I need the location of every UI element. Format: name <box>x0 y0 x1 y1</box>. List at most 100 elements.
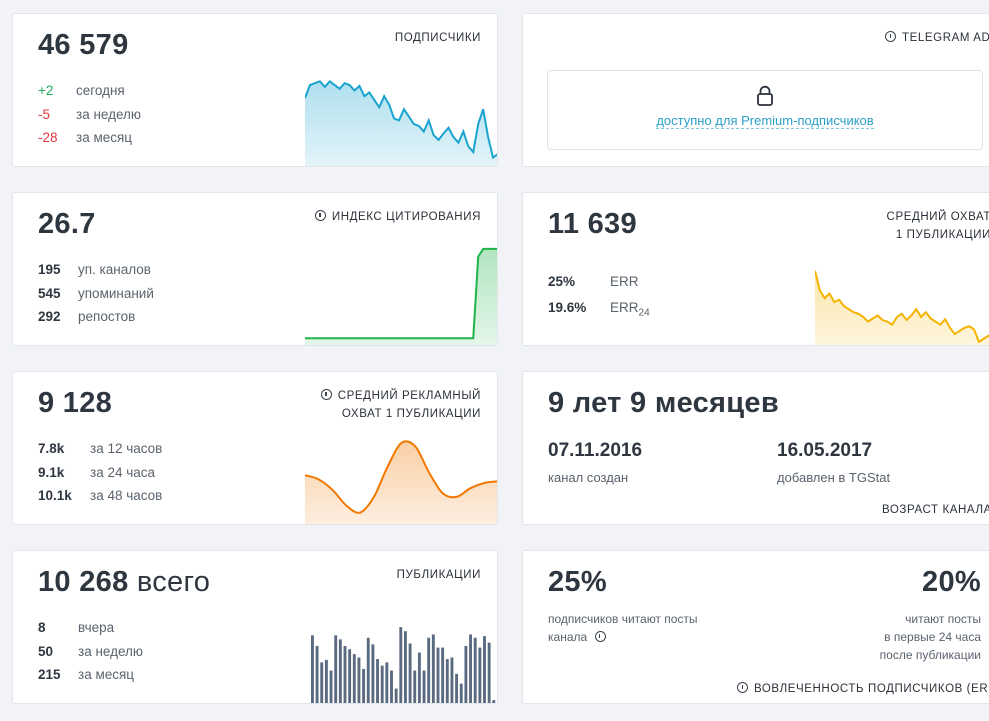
stat-row: 9.1k за 24 часа <box>38 465 155 480</box>
stat-row: 292 репостов <box>38 309 135 324</box>
err-value: 25% <box>548 274 576 289</box>
average-reach-sparkline <box>815 270 989 345</box>
posts-bar <box>371 644 375 703</box>
posts-title: ПУБЛИКАЦИИ <box>396 569 481 581</box>
posts-bar <box>483 636 486 703</box>
posts-total: 10 268 всего <box>38 566 211 598</box>
stat-value: +2 <box>38 83 54 98</box>
stat-label: за месяц <box>78 667 135 682</box>
posts-card[interactable]: 10 268 всего ПУБЛИКАЦИИ 8 вчера 50 за не… <box>12 550 498 704</box>
posts-bar <box>459 683 463 703</box>
posts-bar <box>413 670 417 703</box>
ad-reach-sparkline <box>305 440 497 524</box>
posts-bar <box>473 637 477 703</box>
info-icon[interactable] <box>594 631 606 642</box>
posts-bar <box>464 645 468 703</box>
posts-bar <box>352 654 356 703</box>
posts-bar <box>417 652 421 703</box>
err-row: 25% ERR <box>548 274 639 289</box>
stat-row: -5 за неделю <box>38 107 141 122</box>
created-date: 07.11.2016 <box>548 440 643 461</box>
info-icon[interactable] <box>314 210 326 221</box>
posts-bar <box>338 639 342 703</box>
posts-bar <box>408 643 412 703</box>
stat-label: за 48 часов <box>90 488 163 503</box>
engagement-right-value: 20% <box>922 566 981 598</box>
stat-value: 8 <box>38 620 46 635</box>
posts-bar <box>343 645 347 703</box>
stat-value: 9.1k <box>38 465 65 480</box>
posts-bar <box>455 673 459 703</box>
stat-row: -28 за месяц <box>38 130 132 145</box>
err24-row: 19.6% ERR24 <box>548 300 650 319</box>
stat-value: 50 <box>38 644 54 659</box>
subscribers-card[interactable]: 46 579 ПОДПИСЧИКИ +2 сегодня -5 за недел… <box>12 13 498 167</box>
engagement-title: ВОВЛЕЧЕННОСТЬ ПОДПИСЧИКОВ (ERR) <box>737 680 989 698</box>
sparkline-area <box>305 441 497 524</box>
premium-link[interactable]: доступно для Premium-подписчиков <box>656 113 874 129</box>
stat-row: 50 за неделю <box>38 644 143 659</box>
average-reach-card[interactable]: 11 639 СРЕДНИЙ ОХВАТ 1 ПУБЛИКАЦИИ 25% ERR… <box>522 192 989 346</box>
err24-value: 19.6% <box>548 300 587 315</box>
added-date: 16.05.2017 <box>777 440 873 461</box>
channel-age-card: 9 лет 9 месяцев 07.11.2016 канал создан … <box>522 371 989 525</box>
posts-bar <box>450 657 454 703</box>
channel-age-title: ВОЗРАСТ КАНАЛА <box>882 504 989 516</box>
engagement-left-value: 25% <box>548 566 607 598</box>
engagement-right-text: читают посты в первые 24 часа после публ… <box>879 612 981 662</box>
stat-value: 545 <box>38 286 61 301</box>
posts-bar <box>315 645 319 703</box>
sparkline-area <box>815 270 989 345</box>
posts-bar <box>320 662 324 703</box>
posts-bar <box>334 635 338 703</box>
info-icon[interactable] <box>737 682 748 693</box>
posts-bar <box>376 659 379 703</box>
subscribers-sparkline <box>305 79 497 166</box>
stat-label: за месяц <box>76 130 133 145</box>
engagement-card: 25% подписчиков читают посты канала 20% … <box>522 550 989 704</box>
stat-value: 292 <box>38 309 61 324</box>
stat-label: за неделю <box>76 107 142 122</box>
stat-label: уп. каналов <box>78 262 151 277</box>
sparkline-line <box>815 270 989 344</box>
lock-icon <box>757 85 773 106</box>
posts-bar <box>385 662 389 703</box>
sparkline-line <box>305 440 497 514</box>
stat-value: -28 <box>38 130 58 145</box>
sparkline-area <box>305 81 497 166</box>
posts-bar <box>422 670 426 703</box>
ad-reach-value: 9 128 <box>38 387 113 419</box>
ad-reach-card[interactable]: 9 128 СРЕДНИЙ РЕКЛАМНЫЙ ОХВАТ 1 ПУБЛИКАЦ… <box>12 371 498 525</box>
info-icon[interactable] <box>885 31 896 42</box>
posts-bar <box>380 665 384 703</box>
posts-bar <box>390 670 393 703</box>
posts-bar <box>329 670 333 703</box>
posts-bar <box>441 647 445 703</box>
posts-bar-chart <box>311 627 496 703</box>
subscribers-title: ПОДПИСЧИКИ <box>394 32 481 44</box>
stat-value: 7.8k <box>38 441 65 456</box>
stat-value: 10.1k <box>38 488 72 503</box>
average-reach-value: 11 639 <box>548 208 637 240</box>
stat-row: 215 за месяц <box>38 667 134 682</box>
stat-label: упоминаний <box>78 286 154 301</box>
posts-bar <box>362 668 366 703</box>
stat-label: за неделю <box>78 644 144 659</box>
stat-label: за 24 часа <box>90 465 156 480</box>
posts-bar <box>478 647 482 703</box>
subscribers-count: 46 579 <box>38 29 129 61</box>
info-icon[interactable] <box>320 389 332 400</box>
channel-age-value: 9 лет 9 месяцев <box>548 387 779 419</box>
stat-row: 7.8k за 12 часов <box>38 441 162 456</box>
posts-bar <box>394 688 398 703</box>
posts-bar <box>311 635 314 703</box>
stat-label: репостов <box>78 309 136 324</box>
err-label: ERR <box>610 274 639 289</box>
average-reach-title: СРЕДНИЙ ОХВАТ 1 ПУБЛИКАЦИИ <box>886 211 989 241</box>
citation-card[interactable]: 26.7 ИНДЕКС ЦИТИРОВАНИЯ 195 уп. каналов … <box>12 192 498 346</box>
stat-row: +2 сегодня <box>38 83 125 98</box>
posts-bar <box>324 659 328 703</box>
created-label: канал создан <box>548 470 629 485</box>
sparkline-area <box>305 248 497 345</box>
stat-value: 215 <box>38 667 61 682</box>
